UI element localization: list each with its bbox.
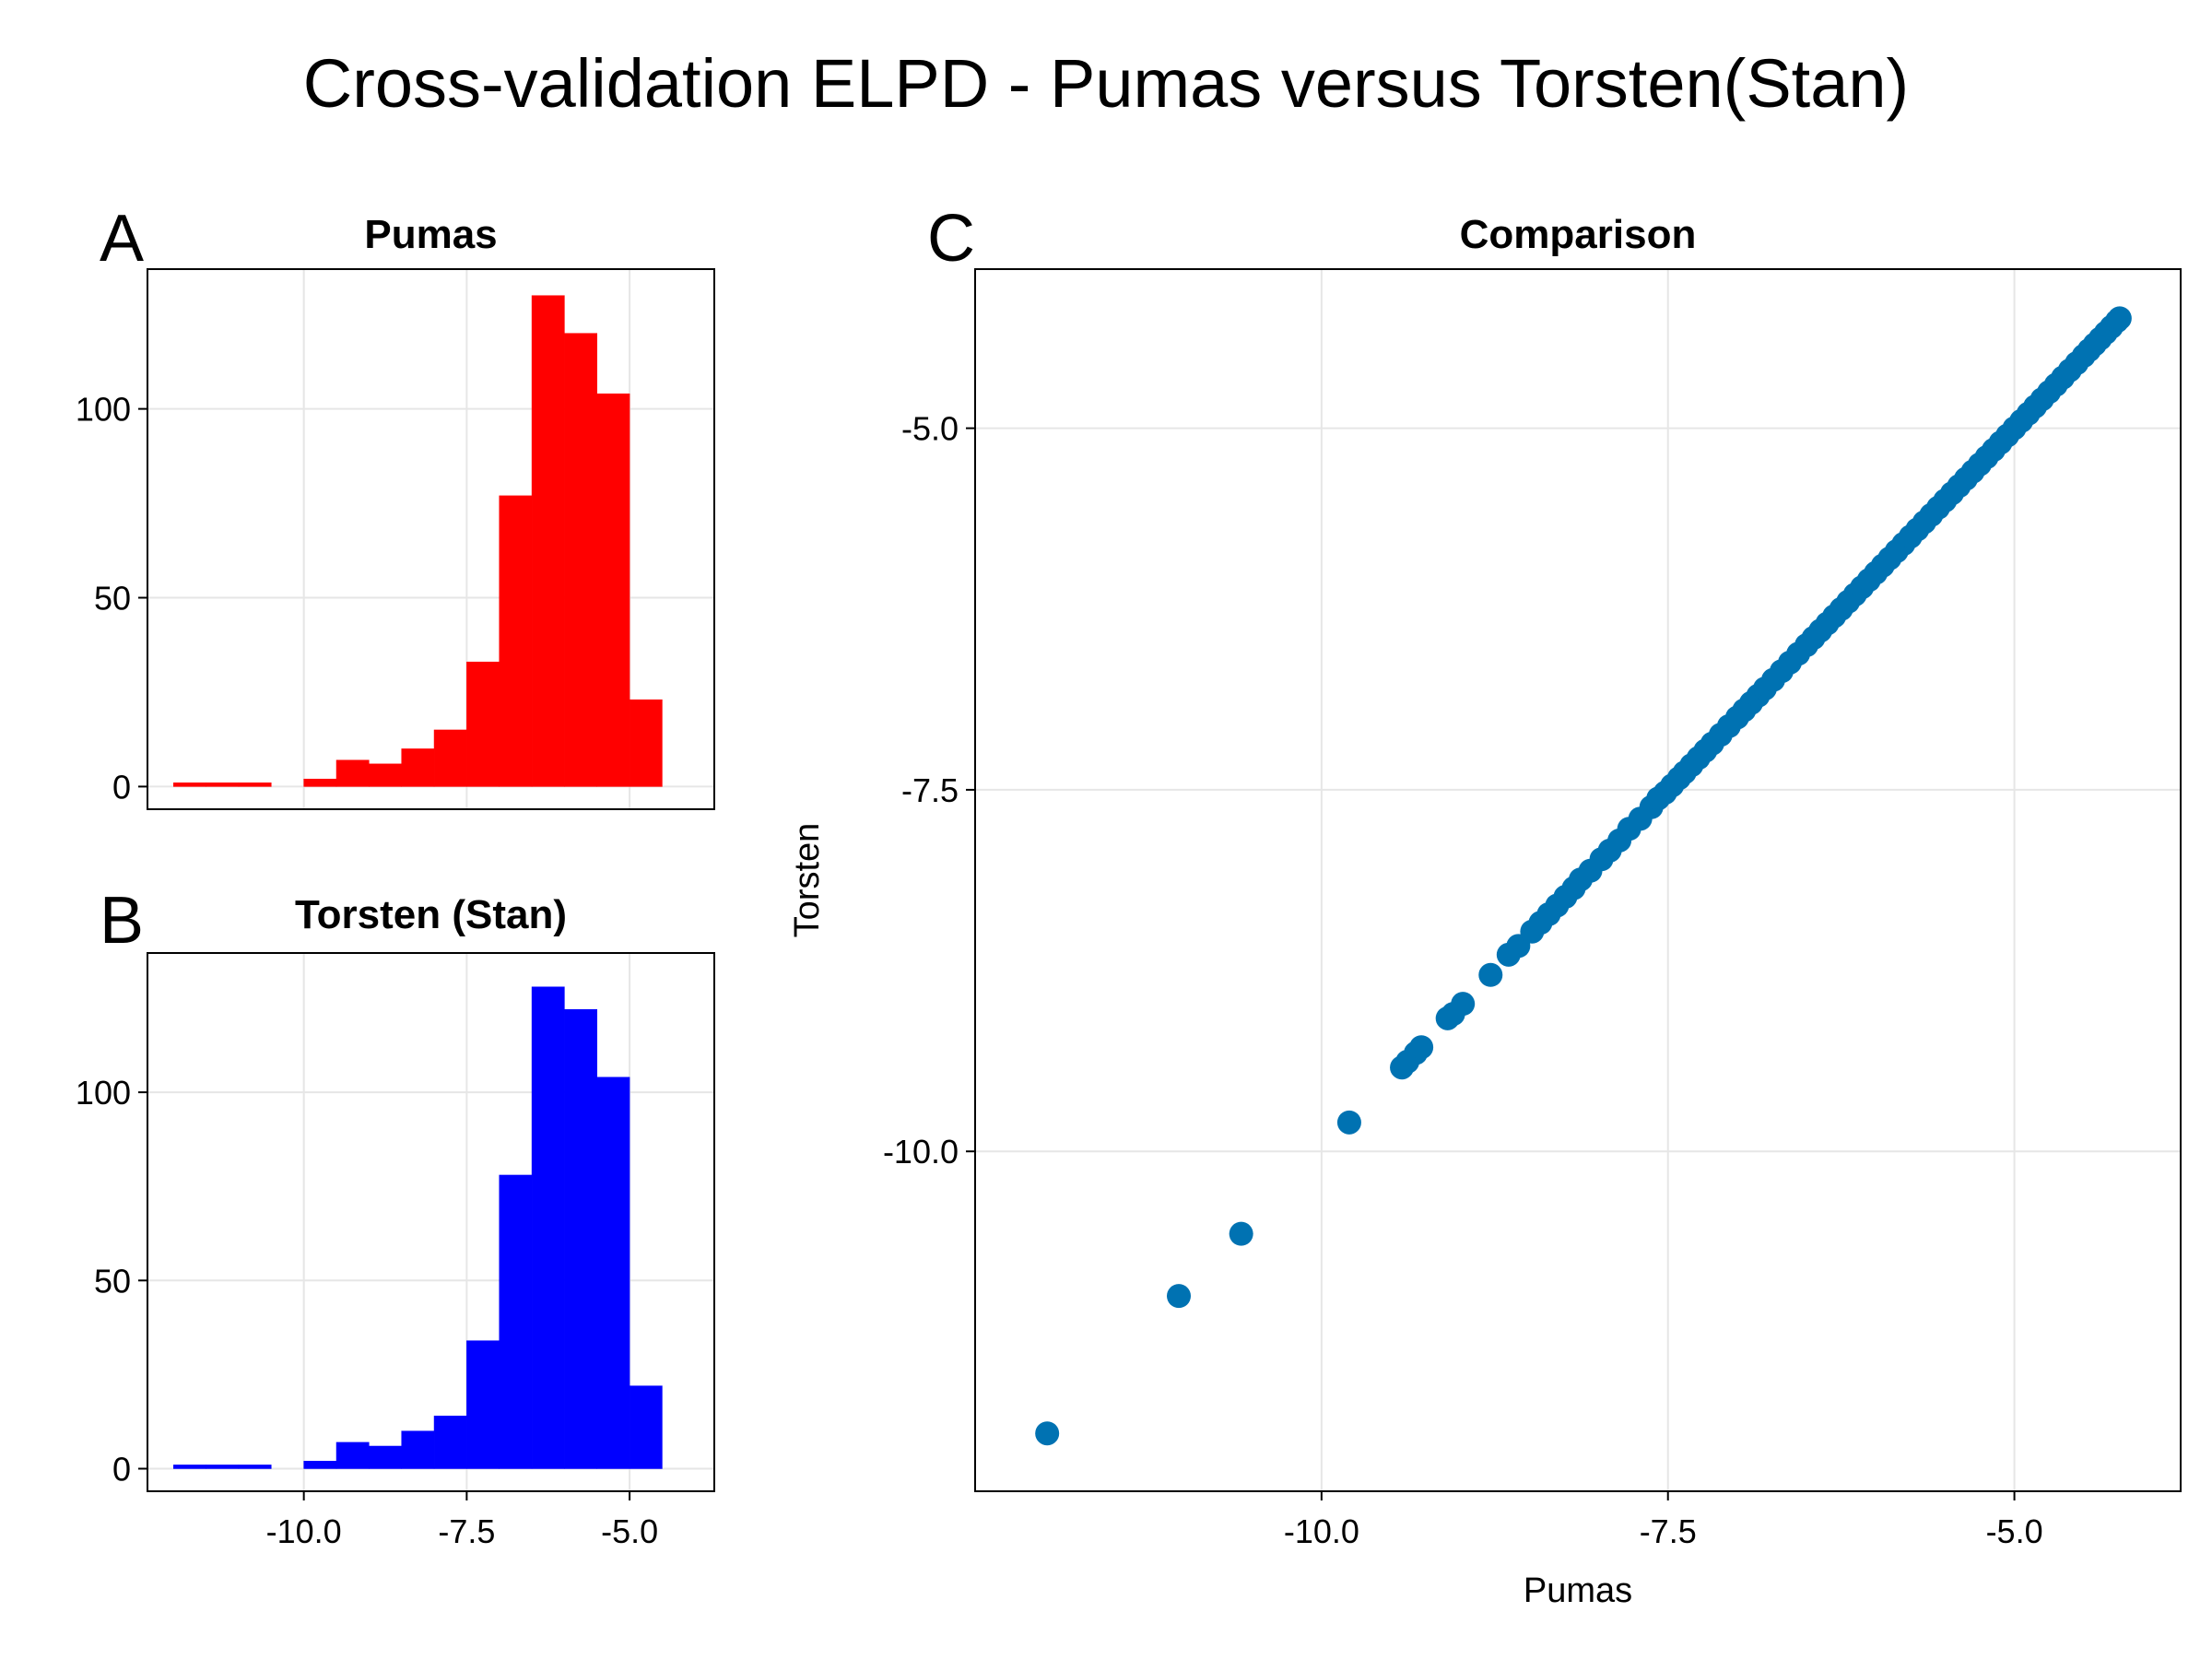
panel-label-c: C [927, 202, 975, 276]
pumas-hist-bar [303, 778, 337, 787]
torsten-hist-bar [531, 986, 565, 1469]
scatter-y-tick-label: -10.0 [883, 1133, 959, 1171]
pumas-histogram-title: Pumas [364, 212, 498, 257]
figure-title: Cross-validation ELPD - Pumas versus Tor… [302, 45, 1910, 122]
torsten-hist-bar [335, 1441, 370, 1469]
torsten-hist-y-tick-label: 50 [94, 1262, 131, 1300]
torsten-hist-bar [173, 1465, 206, 1469]
comparison-title: Comparison [1459, 212, 1697, 257]
scatter-point [1478, 962, 1503, 987]
torsten-hist-bar [629, 1385, 663, 1469]
torsten-hist-x-tick-label: -7.5 [438, 1512, 495, 1550]
plot-frame [974, 268, 2182, 1492]
torsten-hist-bar [596, 1077, 630, 1469]
torsten-hist-bar [238, 1465, 272, 1469]
torsten-hist-x-tick-label: -5.0 [601, 1512, 658, 1550]
scatter-point [1167, 1284, 1192, 1309]
torsten-hist-bar [206, 1465, 240, 1469]
plot-frame [147, 952, 715, 1492]
torsten-hist-bar [564, 1009, 598, 1469]
torsten-hist-bar [369, 1445, 402, 1469]
scatter-x-tick-label: -7.5 [1640, 1512, 1697, 1550]
pumas-hist-y-tick-label: 100 [76, 391, 131, 429]
scatter-x-axis-label: Pumas [1524, 1571, 1632, 1610]
torsten-hist-x-tick-label: -10.0 [266, 1512, 342, 1550]
scatter-x-tick-label: -10.0 [1284, 1512, 1359, 1550]
scatter-y-axis-label: Torsten [788, 823, 827, 938]
scatter-point [1451, 992, 1476, 1017]
pumas-hist-bar [173, 782, 206, 787]
pumas-hist-bar [401, 748, 435, 787]
pumas-hist-bar [564, 333, 598, 787]
pumas-hist-bar [433, 729, 467, 787]
pumas-hist-y-tick-label: 0 [112, 768, 131, 806]
pumas-hist-bar [335, 759, 370, 787]
plot-frame [147, 268, 715, 810]
torsten-hist-bar [433, 1416, 467, 1469]
pumas-hist-bar [466, 661, 500, 787]
pumas-hist-bar [238, 782, 272, 787]
pumas-hist-bar [206, 782, 240, 787]
scatter-point [1035, 1421, 1060, 1446]
torsten-histogram: 0 50 100 -10.0 -7.5 -5.0 [76, 952, 715, 1550]
scatter-point [1409, 1035, 1434, 1060]
scatter-x-tick-label: -5.0 [1986, 1512, 2043, 1550]
torsten-hist-bar [466, 1340, 500, 1469]
pumas-hist-bar [596, 393, 630, 787]
torsten-hist-y-tick-label: 0 [112, 1450, 131, 1488]
panel-label-a: A [100, 202, 145, 276]
scatter-point [1229, 1221, 1253, 1246]
pumas-hist-bar [629, 699, 663, 787]
scatter-y-tick-label: -7.5 [901, 771, 959, 809]
scatter-point [2107, 306, 2132, 331]
torsten-hist-bar [303, 1461, 337, 1469]
pumas-hist-bar [369, 763, 402, 787]
pumas-histogram: 0 50 100 [76, 268, 715, 810]
comparison-scatter: -10.0 -7.5 -5.0 -5.0 -7.5 -10.0 Pumas Torsten [788, 268, 2182, 1610]
pumas-hist-bar [531, 295, 565, 787]
pumas-hist-bar [499, 495, 533, 787]
scatter-point [1336, 1110, 1361, 1135]
torsten-histogram-title: Torsten (Stan) [295, 892, 567, 937]
panel-label-b: B [100, 884, 145, 958]
torsten-hist-y-tick-label: 100 [76, 1074, 131, 1112]
scatter-y-tick-label: -5.0 [901, 410, 959, 448]
torsten-hist-bar [499, 1174, 533, 1469]
torsten-hist-bar [401, 1430, 435, 1469]
pumas-hist-y-tick-label: 50 [94, 580, 131, 618]
